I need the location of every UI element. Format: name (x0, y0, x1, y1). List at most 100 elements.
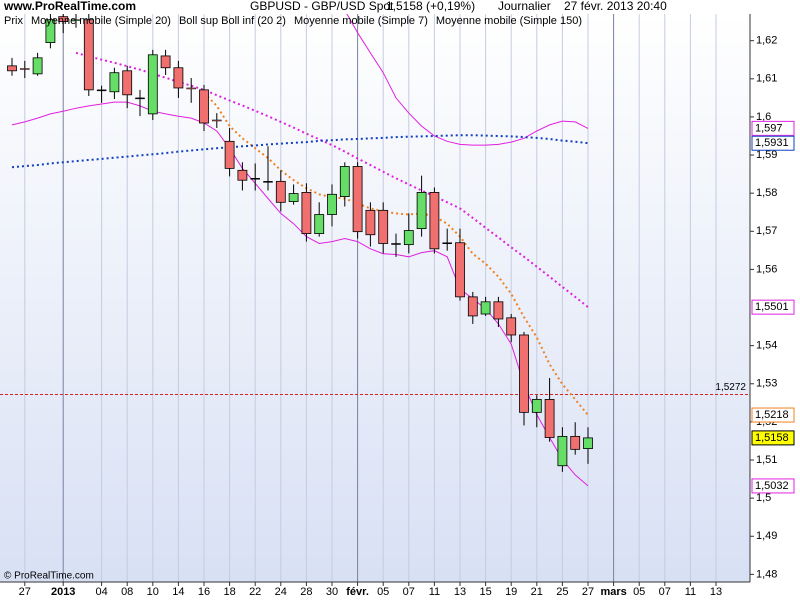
indicator-line (11, 101, 589, 487)
value-box (751, 407, 795, 423)
value-box-label: 1,5501 (755, 301, 789, 313)
candle-body (199, 89, 209, 124)
x-tick-label: 05 (377, 586, 389, 598)
period: Journalier (498, 0, 551, 13)
grid (24, 14, 717, 582)
x-tick-label: 07 (403, 586, 415, 598)
candle-body (480, 301, 491, 315)
y-tick-label: 1,57 (756, 225, 777, 237)
candle-body (173, 67, 184, 89)
price-text: 1,5158 (+0,19%) (386, 0, 475, 13)
candle-body (403, 230, 414, 246)
candle-body (455, 242, 465, 298)
candle-body (519, 334, 529, 413)
candle-body (224, 140, 235, 169)
axes: 27 2013 04 08 10 14 16 18 22 24 28 30 févr. 05 07 11 13 1… (19, 35, 778, 598)
y-tick-label: 1,61 (756, 73, 777, 85)
y-tick-label: 1,51 (756, 454, 777, 466)
y-tick-label: 1,5 (756, 492, 771, 504)
x-tick-label: 24 (275, 586, 287, 598)
candle-body (186, 87, 196, 90)
value-box-label: 1,5218 (755, 409, 789, 421)
value-box (751, 299, 795, 315)
chart-title: GBPUSD - GBP/USD Spot (250, 0, 394, 13)
x-tick-label: 05 (633, 586, 645, 598)
candle-body (429, 192, 440, 250)
candle-body (58, 16, 69, 23)
candle-body (32, 57, 43, 75)
candle-body (416, 192, 427, 230)
legend-entry: Moyenne mobile (Simple 7) (294, 15, 428, 27)
legend-entry: Boll sup Boll inf (20 2) (179, 15, 286, 27)
candle-body (122, 70, 133, 96)
x-tick-label: 15 (479, 586, 491, 598)
x-tick-label: 10 (147, 586, 159, 598)
x-tick-label: 30 (326, 586, 338, 598)
indicator-line (203, 92, 589, 416)
y-tick-label: 1,62 (756, 35, 777, 47)
candle-body (7, 65, 17, 72)
y-tick-label: 1,56 (756, 263, 777, 275)
candle-body (135, 97, 145, 100)
candle-body (339, 166, 350, 197)
candle-body (544, 399, 555, 438)
candle-body (96, 89, 107, 92)
candle-body (301, 192, 312, 234)
candle-body (583, 437, 593, 449)
candle-body (314, 214, 325, 234)
y-tick-label: 1,59 (756, 149, 777, 161)
x-tick-label: 14 (172, 586, 184, 598)
candle-body (352, 166, 363, 233)
legend-entry: Prix (4, 15, 23, 27)
y-tick-label: 1,49 (756, 530, 777, 542)
x-tick-label: 04 (95, 586, 107, 598)
candle-body (275, 180, 286, 203)
x-tick-label: 13 (710, 586, 722, 598)
x-tick-label: 27 (19, 586, 31, 598)
candle-body (288, 193, 299, 202)
x-tick-label: 21 (531, 586, 543, 598)
candle-body (45, 19, 56, 43)
copyright: © ProRealTime.com (4, 571, 94, 582)
watermark: www.ProRealTime.com (3, 0, 136, 13)
candle-body (237, 169, 248, 181)
candle-body (250, 178, 260, 180)
y-tick-label: 1,6 (756, 111, 771, 123)
candle-body (570, 435, 581, 450)
reference-label: 1,5272 (715, 382, 746, 393)
x-tick-label: 07 (659, 586, 671, 598)
y-tick-label: 1,53 (756, 378, 777, 390)
x-tick-label: 18 (223, 586, 235, 598)
candle-body (109, 72, 120, 93)
marks (0, 14, 750, 487)
x-tick-label: févr. (346, 586, 369, 598)
x-tick-label: 11 (429, 586, 440, 598)
value-boxes: 1,5501 1,597 1,5032 1,5218 1,5931 1,5158 (751, 120, 795, 494)
candle-body (442, 242, 452, 244)
legend-entry: Moyenne mobile (Simple 150) (436, 15, 582, 27)
candle-body (557, 435, 568, 467)
candle-body (378, 209, 389, 244)
candle-body (365, 209, 376, 236)
indicator-line (346, 14, 589, 146)
x-tick-label: 25 (556, 586, 568, 598)
candle-body (147, 54, 158, 115)
candle-body (327, 193, 337, 215)
legend-entry: Moyenne mobile (Simple 20) (31, 15, 171, 27)
value-box-label: 1,5158 (755, 432, 789, 444)
indicator-line (11, 134, 589, 169)
candle-body (20, 68, 30, 70)
candle-body (493, 301, 504, 320)
y-tick-label: 1,54 (756, 340, 777, 352)
candle-body (83, 19, 94, 91)
candle-body (71, 19, 81, 21)
candle-body (531, 399, 542, 413)
x-tick-label: mars (600, 586, 626, 598)
value-box (751, 135, 795, 151)
y-tick-label: 1,58 (756, 187, 777, 199)
value-box-label: 1,597 (755, 122, 783, 134)
value-box (751, 120, 795, 136)
legend: Prix Moyenne mobile (Simple 20) Boll sup B… (4, 15, 582, 27)
